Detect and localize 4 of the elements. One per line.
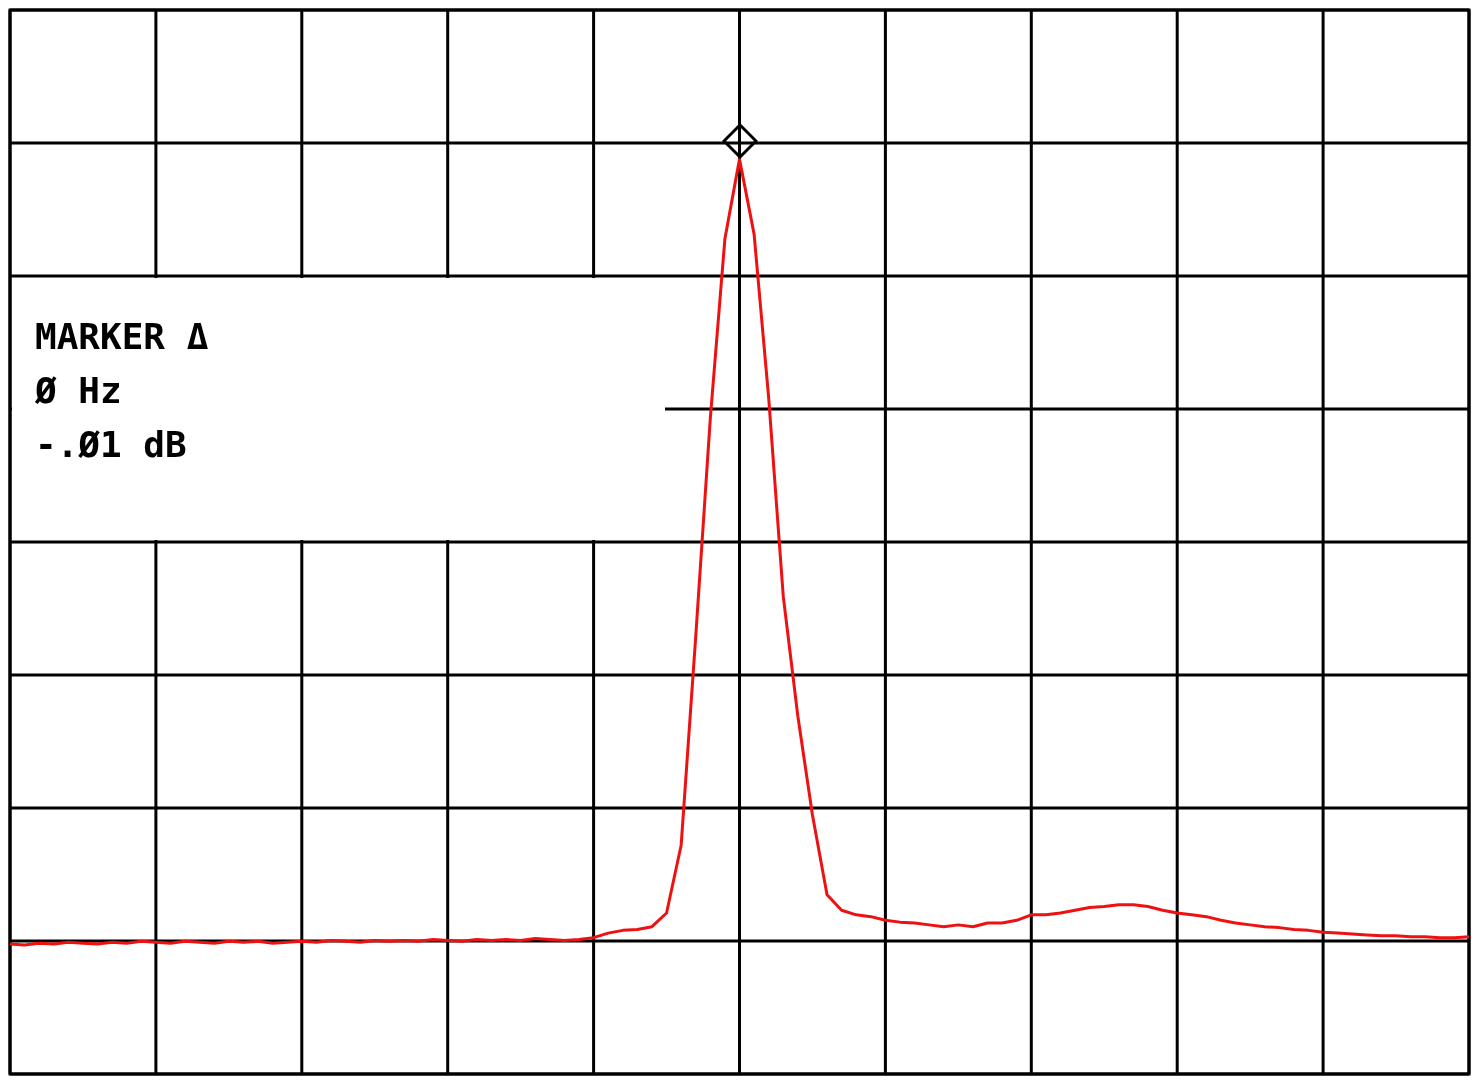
annotation: Ø Hz	[35, 369, 123, 413]
readout-panel: MARKER Δ Ø Hz -.Ø1 dB	[12, 278, 665, 540]
annotation: MARKER Δ	[35, 315, 210, 359]
annotation: -.Ø1 dB	[35, 423, 188, 467]
